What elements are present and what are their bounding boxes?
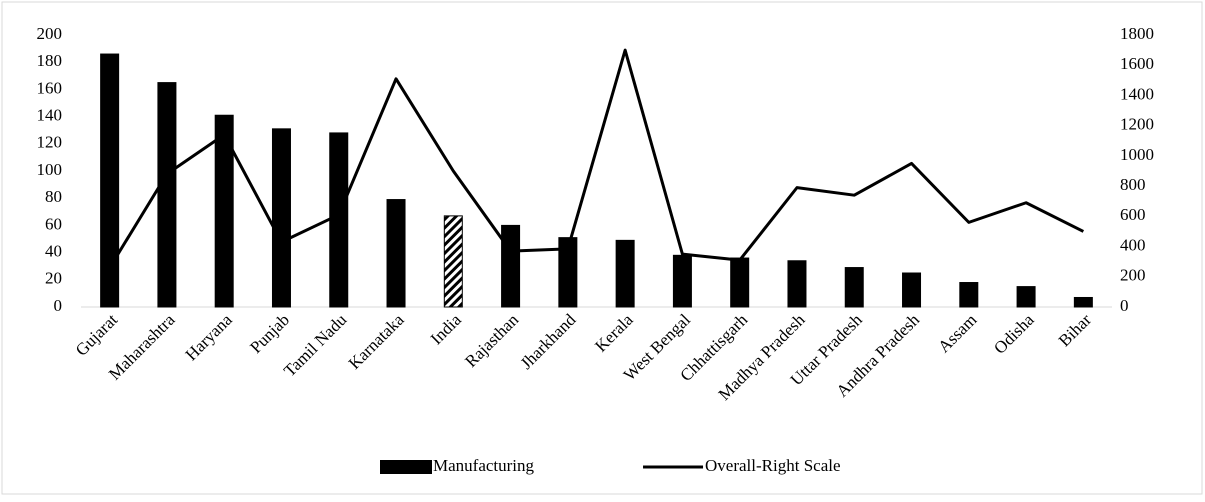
y2-tick-label: 600 (1120, 205, 1146, 224)
x-tick-label: Bihar (1055, 310, 1095, 350)
legend-label: Overall-Right Scale (705, 456, 841, 475)
bar (902, 272, 922, 308)
bar (501, 224, 521, 308)
bar (214, 114, 234, 308)
bar (157, 82, 177, 308)
bar (1073, 296, 1093, 308)
bar (959, 282, 979, 308)
legend-swatch (380, 460, 432, 474)
x-tick-label: Karnataka (345, 310, 408, 373)
y2-tick-label: 1200 (1120, 115, 1154, 134)
bar (672, 254, 692, 308)
bar (443, 215, 463, 308)
y2-tick-label: 0 (1120, 296, 1129, 315)
y2-tick-label: 400 (1120, 235, 1146, 254)
bar (329, 132, 349, 308)
y-tick-label: 160 (37, 78, 63, 97)
y-tick-label: 100 (37, 160, 63, 179)
y-tick-label: 140 (37, 106, 63, 125)
x-tick-label: Assam (934, 310, 980, 356)
x-tick-label: Rajasthan (461, 310, 522, 371)
bar (1016, 286, 1036, 308)
y2-tick-label: 200 (1120, 266, 1146, 285)
x-tick-label: Kerala (591, 310, 637, 356)
bar (558, 237, 578, 308)
bar (844, 267, 864, 308)
bar (271, 128, 291, 308)
bar (100, 53, 120, 308)
y-tick-label: 0 (54, 296, 63, 315)
y2-tick-label: 1000 (1120, 145, 1154, 164)
bar (615, 239, 635, 308)
x-tick-label: Jharkhand (517, 310, 580, 373)
x-tick-label: Punjab (246, 310, 293, 357)
x-tick-label: India (427, 310, 465, 348)
x-tick-label: Odisha (990, 310, 1038, 358)
y-tick-label: 200 (37, 24, 63, 43)
y-tick-label: 80 (45, 187, 62, 206)
y2-tick-label: 800 (1120, 175, 1146, 194)
x-tick-label: Gujarat (72, 310, 122, 360)
x-tick-label: Tamil Nadu (280, 310, 351, 381)
y-tick-label: 20 (45, 269, 62, 288)
y-tick-label: 120 (37, 133, 63, 152)
y2-tick-label: 1800 (1120, 24, 1154, 43)
y2-tick-label: 1400 (1120, 84, 1154, 103)
legend-label: Manufacturing (433, 456, 535, 475)
x-tick-label: Haryana (182, 310, 236, 364)
line (108, 48, 1085, 269)
bar (386, 199, 406, 308)
y-tick-label: 180 (37, 51, 63, 70)
bar (730, 257, 750, 308)
y2-tick-label: 1600 (1120, 54, 1154, 73)
y-tick-label: 60 (45, 214, 62, 233)
y-tick-label: 40 (45, 242, 62, 261)
bar (787, 260, 807, 308)
